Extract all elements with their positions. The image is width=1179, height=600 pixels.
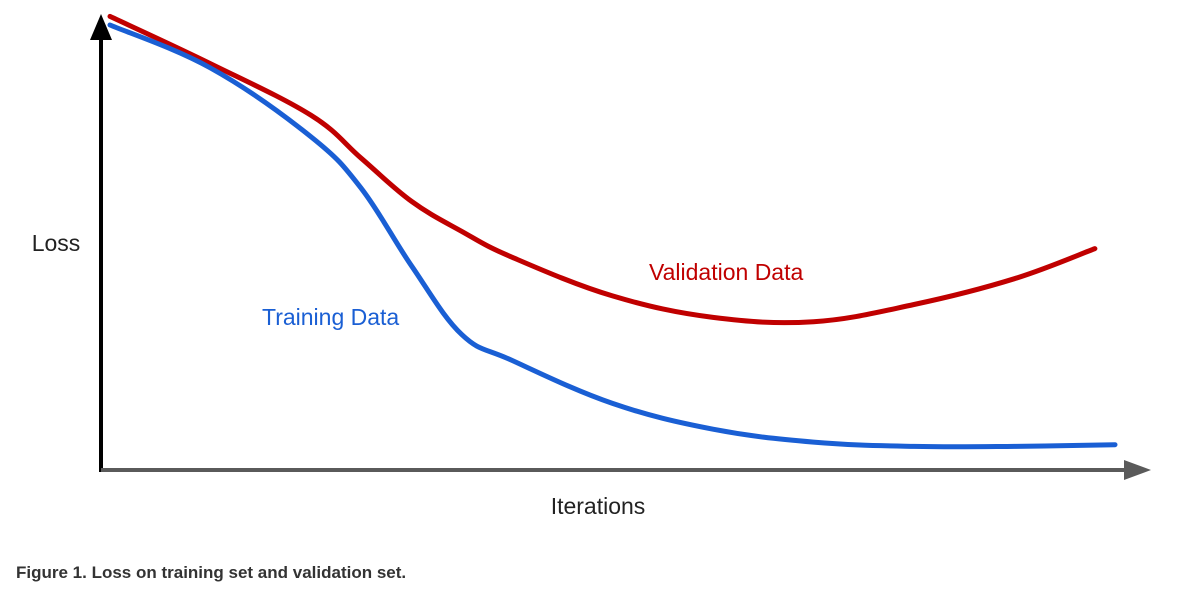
y-axis-label: Loss	[32, 230, 81, 256]
validation-data-label: Validation Data	[649, 259, 803, 285]
training-data-label: Training Data	[262, 304, 399, 330]
x-axis-label: Iterations	[551, 493, 646, 519]
chart-labels: Loss Iterations Training Data Validation…	[32, 230, 804, 519]
y-axis-arrowhead	[90, 14, 112, 40]
training-data-line	[107, 22, 1118, 450]
loss-chart: Loss Iterations Training Data Validation…	[32, 13, 1151, 519]
figure-caption: Figure 1. Loss on training set and valid…	[16, 563, 407, 582]
axes	[90, 14, 1151, 480]
series-lines	[107, 13, 1118, 450]
x-axis-arrowhead	[1124, 460, 1151, 480]
validation-data-line	[107, 13, 1098, 326]
loss-chart-svg: Loss Iterations Training Data Validation…	[32, 13, 1151, 519]
